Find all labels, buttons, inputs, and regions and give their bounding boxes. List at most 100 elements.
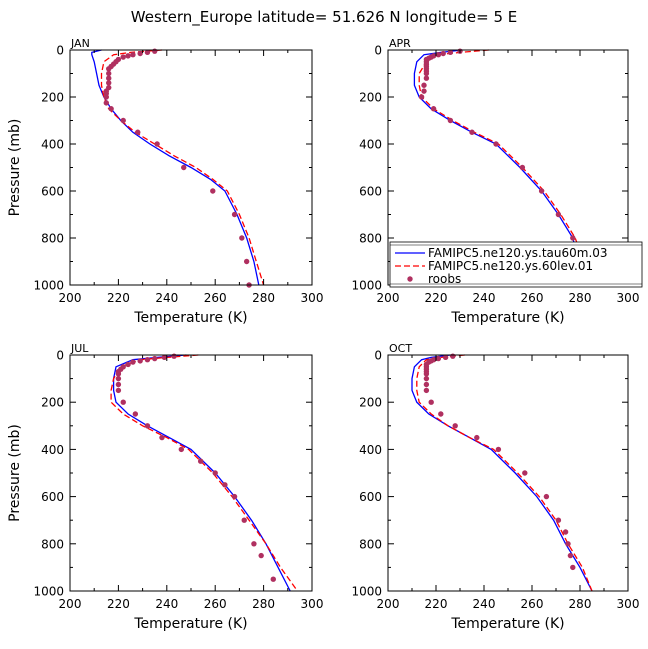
data-point	[106, 66, 112, 72]
data-point	[152, 48, 158, 54]
data-point	[103, 100, 110, 106]
data-point	[438, 411, 444, 417]
data-point	[115, 375, 122, 382]
data-point	[144, 423, 151, 429]
x-tick-label: 240	[155, 597, 178, 611]
data-point	[440, 50, 446, 57]
data-point	[171, 353, 177, 359]
data-point	[103, 94, 110, 100]
y-tick-label: 0	[374, 44, 382, 58]
data-point	[106, 80, 112, 86]
y-tick-label: 400	[359, 443, 382, 457]
y-tick-label: 1000	[351, 585, 382, 599]
data-point	[130, 52, 136, 58]
y-tick-label: 600	[41, 185, 64, 199]
x-tick-label: 200	[59, 291, 82, 305]
x-axis-label: Temperature (K)	[450, 616, 564, 632]
data-point	[495, 446, 502, 453]
x-tick-label: 260	[204, 291, 227, 305]
data-point	[120, 54, 126, 60]
panel-title: OCT	[389, 342, 412, 355]
x-tick-label: 300	[301, 597, 324, 611]
data-point	[570, 564, 576, 571]
series-line-2	[416, 354, 593, 592]
data-point	[452, 423, 458, 429]
legend-label: roobs	[428, 272, 461, 286]
data-point	[152, 355, 158, 362]
legend-marker	[407, 276, 413, 282]
y-tick-label: 400	[359, 138, 382, 152]
data-point	[161, 354, 168, 361]
data-point	[555, 517, 562, 523]
data-point	[522, 470, 528, 476]
y-tick-label: 200	[41, 91, 64, 105]
data-point	[239, 235, 245, 241]
data-point	[135, 129, 141, 135]
data-point	[435, 355, 442, 362]
data-point	[231, 211, 238, 218]
data-point	[270, 576, 276, 582]
data-point	[120, 399, 126, 405]
data-point	[137, 50, 143, 57]
x-tick-label: 280	[252, 597, 275, 611]
data-point	[423, 75, 430, 81]
series-line-1	[413, 49, 586, 286]
y-tick-label: 800	[41, 232, 64, 246]
chart-panel-apr: 200 220 240 260 280 300 0 200 400 600 800 1000 APR Te…	[351, 37, 643, 326]
data-point	[570, 235, 576, 241]
data-point	[125, 53, 131, 59]
data-point	[567, 552, 574, 559]
data-point	[231, 493, 238, 500]
x-axis-label: Temperature (K)	[133, 616, 247, 632]
data-point	[125, 361, 131, 368]
data-point	[181, 164, 187, 171]
x-tick-label: 300	[301, 291, 324, 305]
data-point	[120, 117, 126, 124]
y-tick-label: 0	[374, 349, 382, 363]
data-point	[258, 552, 264, 559]
data-point	[251, 541, 257, 547]
data-point	[222, 482, 228, 488]
chart-panel-jan: 200 220 240 260 280 300 0 200 400 600 800 1000 JAN Te…	[7, 37, 323, 326]
y-tick-label: 200	[41, 396, 64, 410]
y-tick-label: 400	[41, 138, 64, 152]
y-tick-label: 600	[41, 490, 64, 504]
data-point	[442, 354, 449, 361]
data-point	[555, 211, 562, 218]
x-tick-label: 200	[377, 597, 400, 611]
series-line-1	[411, 354, 593, 592]
y-tick-label: 400	[41, 443, 64, 457]
data-point	[423, 387, 430, 394]
panel-title: JUL	[70, 342, 89, 355]
y-tick-label: 800	[41, 537, 64, 551]
data-point	[423, 70, 430, 77]
x-tick-label: 240	[473, 597, 496, 611]
data-point	[421, 88, 427, 94]
plot-frame	[69, 354, 313, 592]
x-tick-label: 240	[155, 291, 178, 305]
y-tick-label: 800	[359, 537, 382, 551]
x-tick-label: 260	[204, 597, 227, 611]
x-tick-label: 220	[107, 291, 130, 305]
x-tick-label: 280	[569, 291, 592, 305]
x-tick-label: 300	[617, 597, 640, 611]
y-tick-label: 1000	[351, 279, 382, 293]
data-point	[562, 529, 569, 535]
legend-label: FAMIPC5.ne120.ys.60lev.01	[428, 259, 593, 273]
data-point	[423, 375, 430, 382]
x-tick-label: 200	[377, 291, 400, 305]
data-point	[447, 117, 454, 124]
chart-panel-jul: 200 220 240 260 280 300 0 200 400 600 800 1000 JUL Te…	[7, 342, 323, 632]
data-point	[447, 49, 454, 56]
data-point	[543, 493, 550, 500]
panel-title: APR	[389, 37, 411, 50]
data-point	[469, 129, 475, 135]
data-point	[115, 381, 122, 388]
data-point	[423, 381, 430, 388]
legend-label: FAMIPC5.ne120.ys.tau60m.03	[428, 246, 608, 260]
data-point	[435, 52, 442, 58]
data-point	[106, 70, 112, 77]
chart-panel-oct: 200 220 240 260 280 300 0 200 400 600 800 1000 OCT Te…	[351, 342, 639, 632]
panel-title: JAN	[70, 37, 90, 50]
